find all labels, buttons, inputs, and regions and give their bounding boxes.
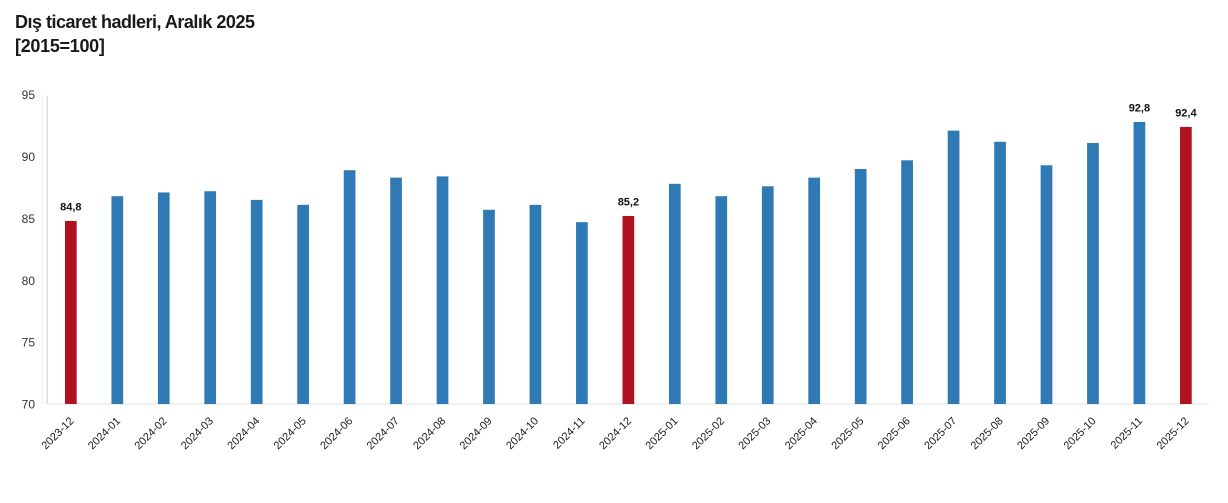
svg-text:[2015=100]: [2015=100] [15,36,105,56]
svg-text:85: 85 [22,212,36,226]
svg-text:70: 70 [22,398,36,412]
svg-text:85,2: 85,2 [618,197,639,209]
svg-text:84,8: 84,8 [60,201,81,213]
svg-text:90: 90 [22,150,36,164]
svg-text:80: 80 [22,274,36,288]
svg-text:92,8: 92,8 [1129,103,1150,115]
svg-text:95: 95 [22,88,36,102]
svg-text:Dış ticaret hadleri, Aralık 20: Dış ticaret hadleri, Aralık 2025 [15,12,255,32]
svg-text:75: 75 [22,336,36,350]
svg-text:92,4: 92,4 [1175,107,1197,119]
